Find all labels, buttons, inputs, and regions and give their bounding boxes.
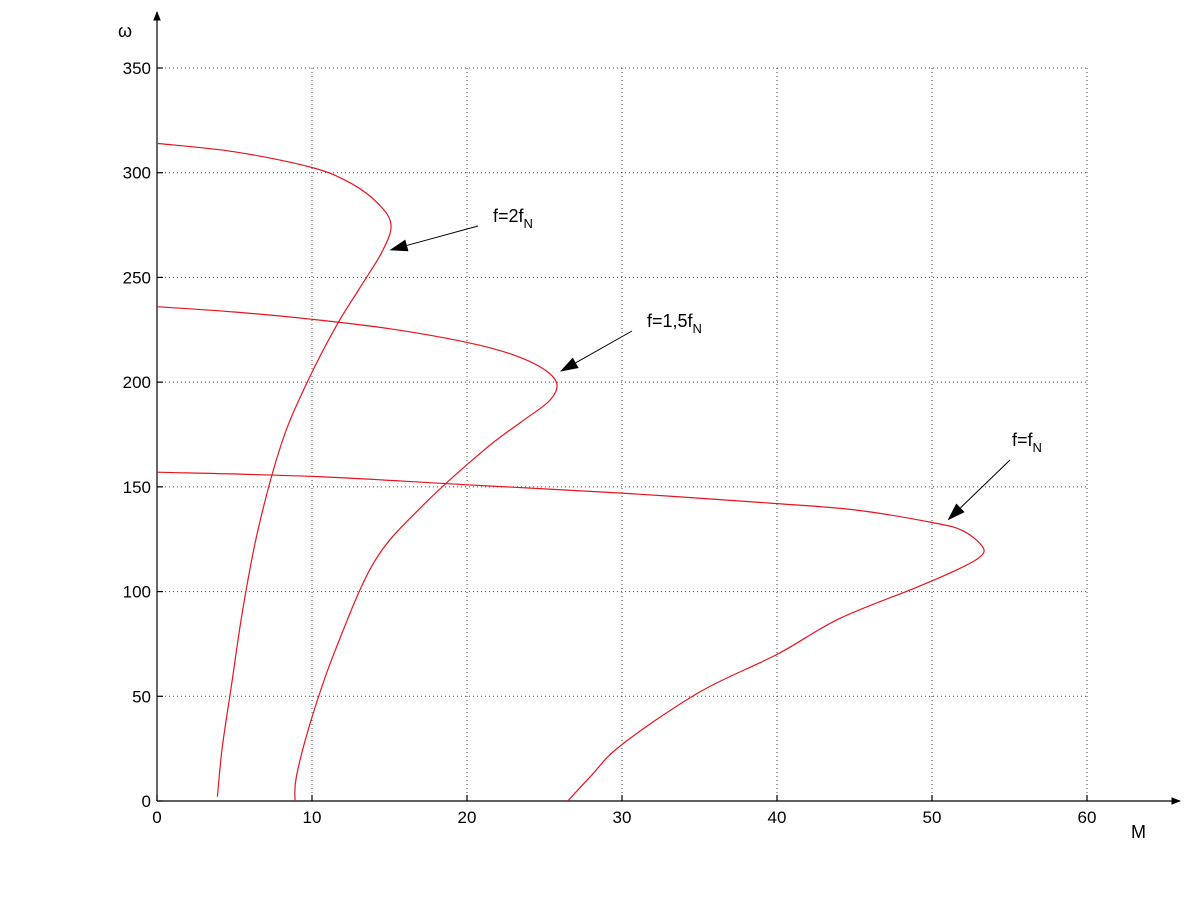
x-tick-label: 60 <box>1078 808 1097 827</box>
x-tick-label: 10 <box>303 808 322 827</box>
annotation-subscript: N <box>693 321 702 336</box>
y-tick-label: 200 <box>123 373 151 392</box>
series-curve-2 <box>156 142 392 797</box>
x-tick-label: 40 <box>768 808 787 827</box>
annotation-main-text: f=2f <box>493 206 525 226</box>
x-axis-label: M <box>1131 822 1146 842</box>
y-tick-label: 150 <box>123 478 151 497</box>
grid <box>157 67 1088 801</box>
annotation-label-0: f=2fN <box>493 206 533 231</box>
y-tick-label: 0 <box>142 792 151 811</box>
annotation-main-text: f=1,5f <box>647 311 694 331</box>
annotation-label-1: f=1,5fN <box>647 311 702 336</box>
x-tick-label: 0 <box>152 808 161 827</box>
y-tick-label: 300 <box>123 164 151 183</box>
y-tick-label: 250 <box>123 268 151 287</box>
annotation-subscript: N <box>1033 440 1042 455</box>
annotation-arrow-line-2 <box>960 459 1011 509</box>
annotation-arrowhead-2 <box>947 503 965 521</box>
annotation-main-text: f=f <box>1012 430 1034 450</box>
series-curve-1 <box>156 306 558 802</box>
y-tick-label: 50 <box>132 687 151 706</box>
y-tick-label: 350 <box>123 59 151 78</box>
annotation-arrowhead-0 <box>389 239 409 252</box>
series-curve-0 <box>156 471 985 802</box>
annotation-subscript: N <box>524 216 533 231</box>
x-tick-label: 30 <box>613 808 632 827</box>
x-tick-label: 20 <box>458 808 477 827</box>
x-tick-label: 50 <box>923 808 942 827</box>
annotation-arrow-line-1 <box>575 330 633 364</box>
y-axis-label: ω <box>118 21 132 41</box>
annotation-arrowhead-1 <box>560 357 579 372</box>
annotation-arrow-line-0 <box>406 225 479 246</box>
series-curves <box>156 142 985 802</box>
y-tick-label: 100 <box>123 583 151 602</box>
axes <box>153 11 1181 805</box>
annotation-label-2: f=fN <box>1012 430 1042 455</box>
tick-labels: 0 10 20 30 40 50 60 0 50 100 150 200 250 300 350 <box>123 59 1097 827</box>
